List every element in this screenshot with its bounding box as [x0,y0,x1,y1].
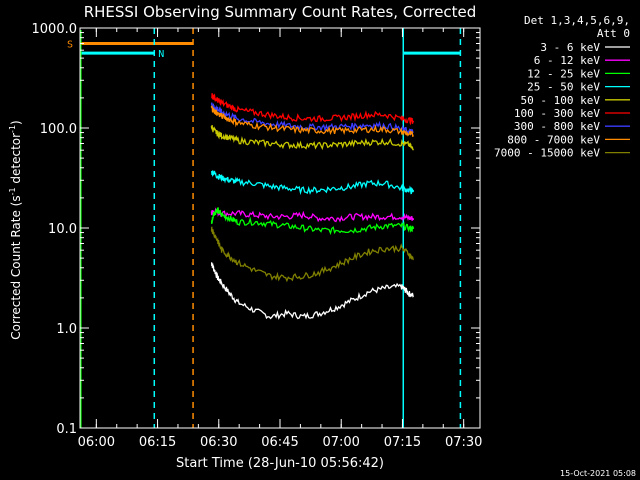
plot-area: SN [67,28,462,428]
legend-entry-label: 7000 - 15000 keV [494,147,600,160]
y-tick-label: 1.0 [56,322,77,337]
state-label-n: N [158,49,164,60]
legend-header: Att 0 [597,27,630,40]
series-line [210,104,414,137]
axes-group: 0.1 1.0 10.0 100.0 1000.0 06:00 06:15 06:30 06:4… [32,22,483,450]
x-tick-label: 06:15 [139,435,176,450]
legend-header: Det 1,3,4,5,6,9, [524,14,630,27]
x-tick-label: 06:00 [78,435,115,450]
x-axis-label: Start Time (28-Jun-10 05:56:42) [176,456,384,471]
chart-title: RHESSI Observing Summary Count Rates, Co… [84,3,477,21]
x-tick-label: 07:00 [322,435,359,450]
legend-entry-label: 12 - 25 keV [527,67,600,80]
state-label-s: S [67,39,73,50]
y-tick-label: 100.0 [40,122,77,137]
series-line [210,226,414,283]
y-axis-label: Corrected Count Rate (s-1 detector-1) [8,120,23,339]
series-line [211,93,415,126]
legend-entry-label: 50 - 100 keV [521,94,601,107]
y-tick-label: 10.0 [48,222,77,237]
legend-entry-label: 800 - 7000 keV [507,133,600,146]
x-tick-label: 06:30 [200,435,237,450]
series-group [210,93,415,320]
legend-entry-label: 6 - 12 keV [534,54,601,67]
axes-frame [79,27,481,429]
x-tick-label: 07:30 [445,435,482,450]
x-tick-label: 06:45 [261,435,298,450]
y-tick-label: 0.1 [56,422,77,437]
x-tick-label: 07:15 [384,435,421,450]
series-line [210,262,415,320]
series-line [210,207,415,223]
legend-entry-label: 100 - 300 keV [514,107,600,120]
series-line [210,206,415,236]
legend-entry-label: 300 - 800 keV [514,120,600,133]
legend-entry-label: 3 - 6 keV [540,41,600,54]
footer-date: 15-Oct-2021 05:08 [560,469,636,478]
series-line [210,170,415,196]
series-line [210,125,415,151]
legend-entry-label: 25 - 50 keV [527,81,600,94]
y-tick-label: 1000.0 [32,22,78,37]
